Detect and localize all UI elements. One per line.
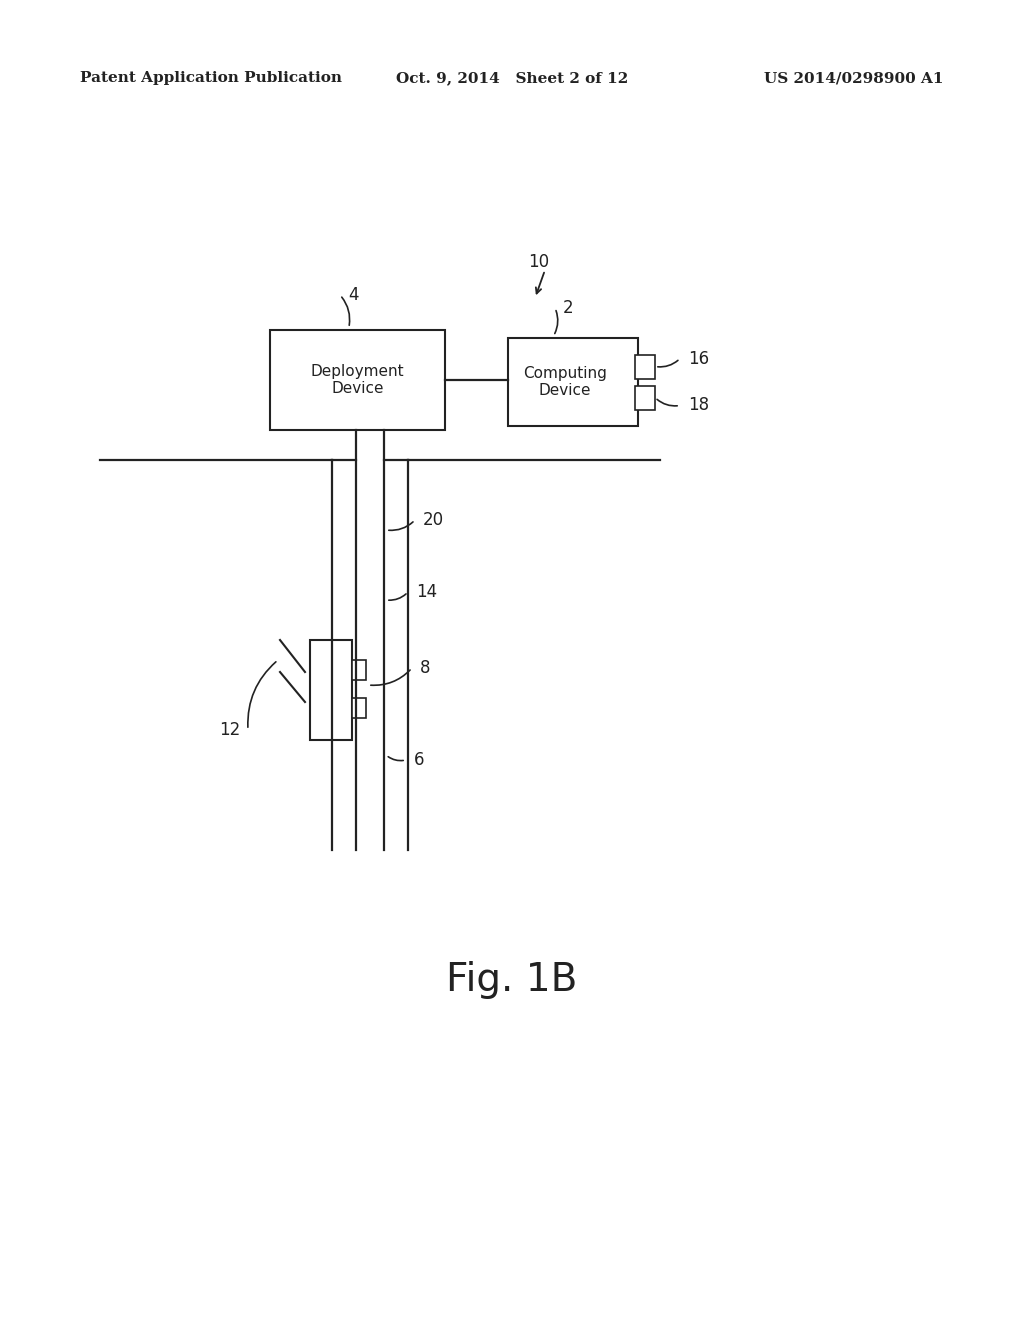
Bar [270,330,445,430]
Text: 2: 2 [563,300,573,317]
Bar [352,698,366,718]
Text: 8: 8 [420,659,430,677]
Text: 16: 16 [688,350,710,367]
Text: 18: 18 [688,396,710,414]
Text: 4: 4 [348,286,358,304]
Bar [352,660,366,680]
Text: Fig. 1B: Fig. 1B [446,961,578,999]
Text: Oct. 9, 2014   Sheet 2 of 12: Oct. 9, 2014 Sheet 2 of 12 [396,71,628,84]
Bar [508,338,638,426]
Text: 10: 10 [528,253,549,271]
Bar [310,640,352,741]
Text: 6: 6 [414,751,425,770]
Text: 12: 12 [219,721,240,739]
Text: 20: 20 [423,511,444,529]
Bar [635,385,655,409]
Text: Deployment
Device: Deployment Device [310,364,404,396]
Bar [635,355,655,379]
Text: Patent Application Publication: Patent Application Publication [80,71,342,84]
Text: Computing
Device: Computing Device [523,366,607,399]
Text: US 2014/0298900 A1: US 2014/0298900 A1 [765,71,944,84]
Text: 14: 14 [416,583,437,601]
